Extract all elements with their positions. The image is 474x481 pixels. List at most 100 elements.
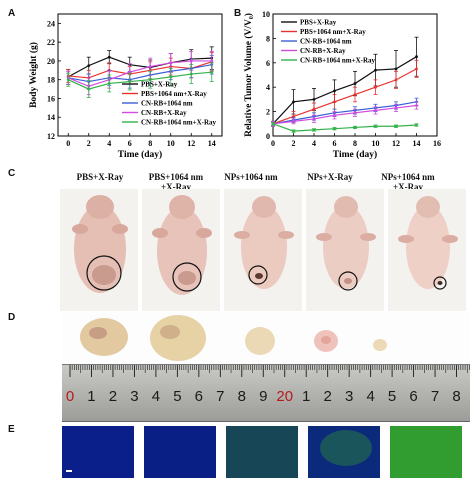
x-tick-label: 14	[413, 139, 421, 148]
legend-entry: CN-RB+X-Ray	[300, 47, 346, 55]
fluorescence-image-2	[144, 426, 216, 478]
y-tick-label: 14	[47, 113, 55, 122]
ruler-number: 2	[324, 388, 332, 405]
x-tick-label: 8	[353, 139, 357, 148]
y-tick-label: 2	[266, 108, 270, 117]
mouse-photo-2	[142, 189, 220, 311]
data-point	[128, 80, 132, 83]
fluorescence-image-4	[308, 426, 380, 478]
ruler-number: 6	[409, 388, 417, 405]
ruler-number: 8	[238, 388, 246, 405]
column-label-1: PBS+X-Ray	[54, 172, 146, 182]
fluorescence-image-1	[62, 426, 134, 478]
data-point	[333, 100, 336, 104]
ruler-number: 5	[388, 388, 396, 405]
data-point	[415, 123, 418, 127]
data-point	[374, 108, 377, 112]
data-point	[333, 127, 336, 131]
ruler-number: 4	[152, 388, 160, 405]
y-tick-label: 0	[266, 132, 270, 141]
x-tick-label: 2	[87, 139, 91, 148]
data-point	[169, 75, 173, 79]
data-point	[394, 78, 398, 82]
data-point	[394, 124, 398, 128]
panel-label-d: D	[8, 312, 16, 323]
mouse-illustration	[316, 196, 376, 291]
ruler-number: 7	[216, 388, 224, 405]
data-point	[374, 85, 377, 89]
series-line	[272, 101, 417, 125]
x-tick-label: 6	[333, 139, 337, 148]
data-point	[394, 67, 398, 71]
data-point	[148, 65, 152, 68]
data-point	[107, 82, 111, 85]
mouse-illustration	[152, 195, 212, 295]
mouse-photo-row	[60, 189, 470, 311]
data-point	[353, 82, 357, 85]
data-point	[66, 78, 70, 82]
column-label-line: NPs+X-Ray	[307, 172, 353, 182]
ruler-number: 8	[452, 388, 460, 405]
data-point	[189, 59, 193, 63]
tumor-illustration	[80, 315, 387, 361]
legend-entry: CN-RB+1064 nm+X-Ray	[141, 119, 217, 127]
series-line	[272, 68, 417, 125]
y-tick-label: 22	[47, 38, 55, 47]
ruler: 0 1 2 3 4 5 6 7 8 9 20 1 2 3 4 5 6 7 8	[62, 364, 470, 422]
data-point	[333, 89, 336, 93]
data-point	[353, 93, 357, 96]
column-label-2: PBS+1064 nm +X-Ray	[130, 172, 222, 192]
mouse-illustration	[398, 196, 458, 290]
data-point	[87, 87, 91, 91]
data-point	[292, 100, 295, 104]
x-tick-label: 0	[271, 139, 275, 148]
data-point	[415, 67, 418, 71]
fluorescence-image-row	[62, 426, 470, 478]
column-label-4: NPs+X-Ray	[284, 172, 376, 182]
ruler-number: 2	[109, 388, 117, 405]
data-point	[415, 55, 418, 59]
y-axis-label: Body Weight (g)	[28, 42, 39, 108]
column-label-5: NPs+1064 nm +X-Ray	[362, 172, 454, 192]
ruler-number: 4	[366, 388, 374, 405]
series-line	[272, 123, 417, 132]
mouse-photo-1	[60, 189, 138, 311]
x-axis-label: Time (day)	[118, 149, 162, 160]
series-line	[68, 71, 212, 90]
data-point	[87, 64, 91, 68]
ruler-scale: 0 1 2 3 4 5 6 7 8 9 20 1 2 3 4 5 6 7 8	[66, 365, 470, 405]
data-point	[107, 55, 111, 59]
legend-entry: PBS+X-Ray	[141, 81, 178, 89]
data-point	[374, 124, 377, 128]
ruler-number: 3	[345, 388, 353, 405]
data-point	[333, 113, 336, 117]
y-tick-label: 12	[47, 132, 55, 141]
legend-entry: PBS+1064 nm+X-Ray	[141, 90, 207, 98]
excised-tumor-row	[62, 312, 470, 364]
series-line	[68, 60, 212, 87]
data-point	[415, 104, 418, 107]
column-label-line: PBS+1064 nm	[148, 172, 204, 182]
data-point	[312, 128, 316, 132]
fluorescence-image-3	[226, 426, 298, 478]
plot-frame	[57, 13, 223, 137]
mouse-illustration	[72, 195, 128, 293]
column-label-line: +X-Ray	[160, 182, 192, 192]
column-label-3: NPs+1064 nm	[205, 172, 297, 182]
series-line	[68, 61, 212, 79]
legend-entry: CN-RB+X-Ray	[141, 109, 187, 117]
ruler-number: 9	[259, 388, 267, 405]
y-tick-label: 10	[262, 10, 270, 19]
x-tick-label: 10	[167, 139, 175, 148]
legend-entry: PBS+X-Ray	[300, 19, 337, 27]
ruler-number: 7	[431, 388, 439, 405]
x-tick-label: 8	[148, 139, 152, 148]
y-tick-label: 8	[266, 34, 270, 43]
x-tick-label: 16	[433, 139, 441, 148]
fluorescence-image-5	[390, 426, 462, 478]
legend-entry: CN-RB+1064 nm	[300, 38, 352, 46]
panel-label-a: A	[8, 8, 16, 19]
data-point	[394, 106, 398, 110]
x-axis-label: Time (day)	[333, 149, 377, 160]
